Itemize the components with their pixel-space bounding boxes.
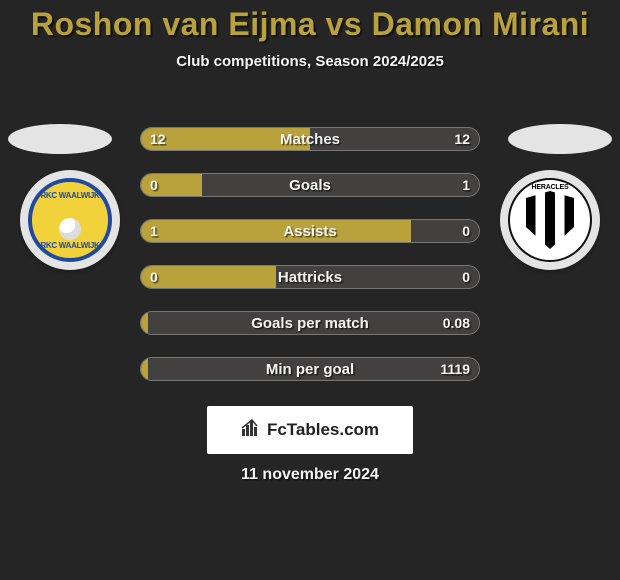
stat-row: Assists10 — [0, 208, 620, 254]
comparison-infographic: Roshon van Eijma vs Damon Mirani Club co… — [0, 0, 620, 580]
stat-bar-right — [148, 358, 479, 380]
stat-bar-right — [148, 312, 479, 334]
stat-row: Goals01 — [0, 162, 620, 208]
chart-icon — [241, 419, 261, 442]
stat-row: Goals per match0.08 — [0, 300, 620, 346]
stat-bar-right — [202, 174, 479, 196]
stat-bar-left — [141, 174, 202, 196]
stat-bar-track — [140, 311, 480, 335]
stat-bar-right — [276, 266, 479, 288]
stat-bar-left — [141, 266, 276, 288]
stat-bar-track — [140, 357, 480, 381]
stat-bar-left — [141, 312, 148, 334]
stat-bar-left — [141, 128, 310, 150]
source-brand-text: FcTables.com — [267, 420, 379, 440]
page-title: Roshon van Eijma vs Damon Mirani — [31, 6, 589, 43]
source-badge: FcTables.com — [207, 406, 413, 454]
page-subtitle: Club competitions, Season 2024/2025 — [176, 53, 444, 70]
stat-row: Min per goal1119 — [0, 346, 620, 392]
stats-chart: Matches1212Goals01Assists10Hattricks00Go… — [0, 116, 620, 392]
stat-bar-left — [141, 220, 411, 242]
stat-bar-left — [141, 358, 148, 380]
stat-bar-track — [140, 127, 480, 151]
stat-bar-right — [310, 128, 479, 150]
stat-bar-track — [140, 265, 480, 289]
stat-bar-track — [140, 219, 480, 243]
stat-bar-track — [140, 173, 480, 197]
stat-bar-right — [411, 220, 479, 242]
stat-row: Hattricks00 — [0, 254, 620, 300]
stat-row: Matches1212 — [0, 116, 620, 162]
date-text: 11 november 2024 — [241, 466, 379, 484]
